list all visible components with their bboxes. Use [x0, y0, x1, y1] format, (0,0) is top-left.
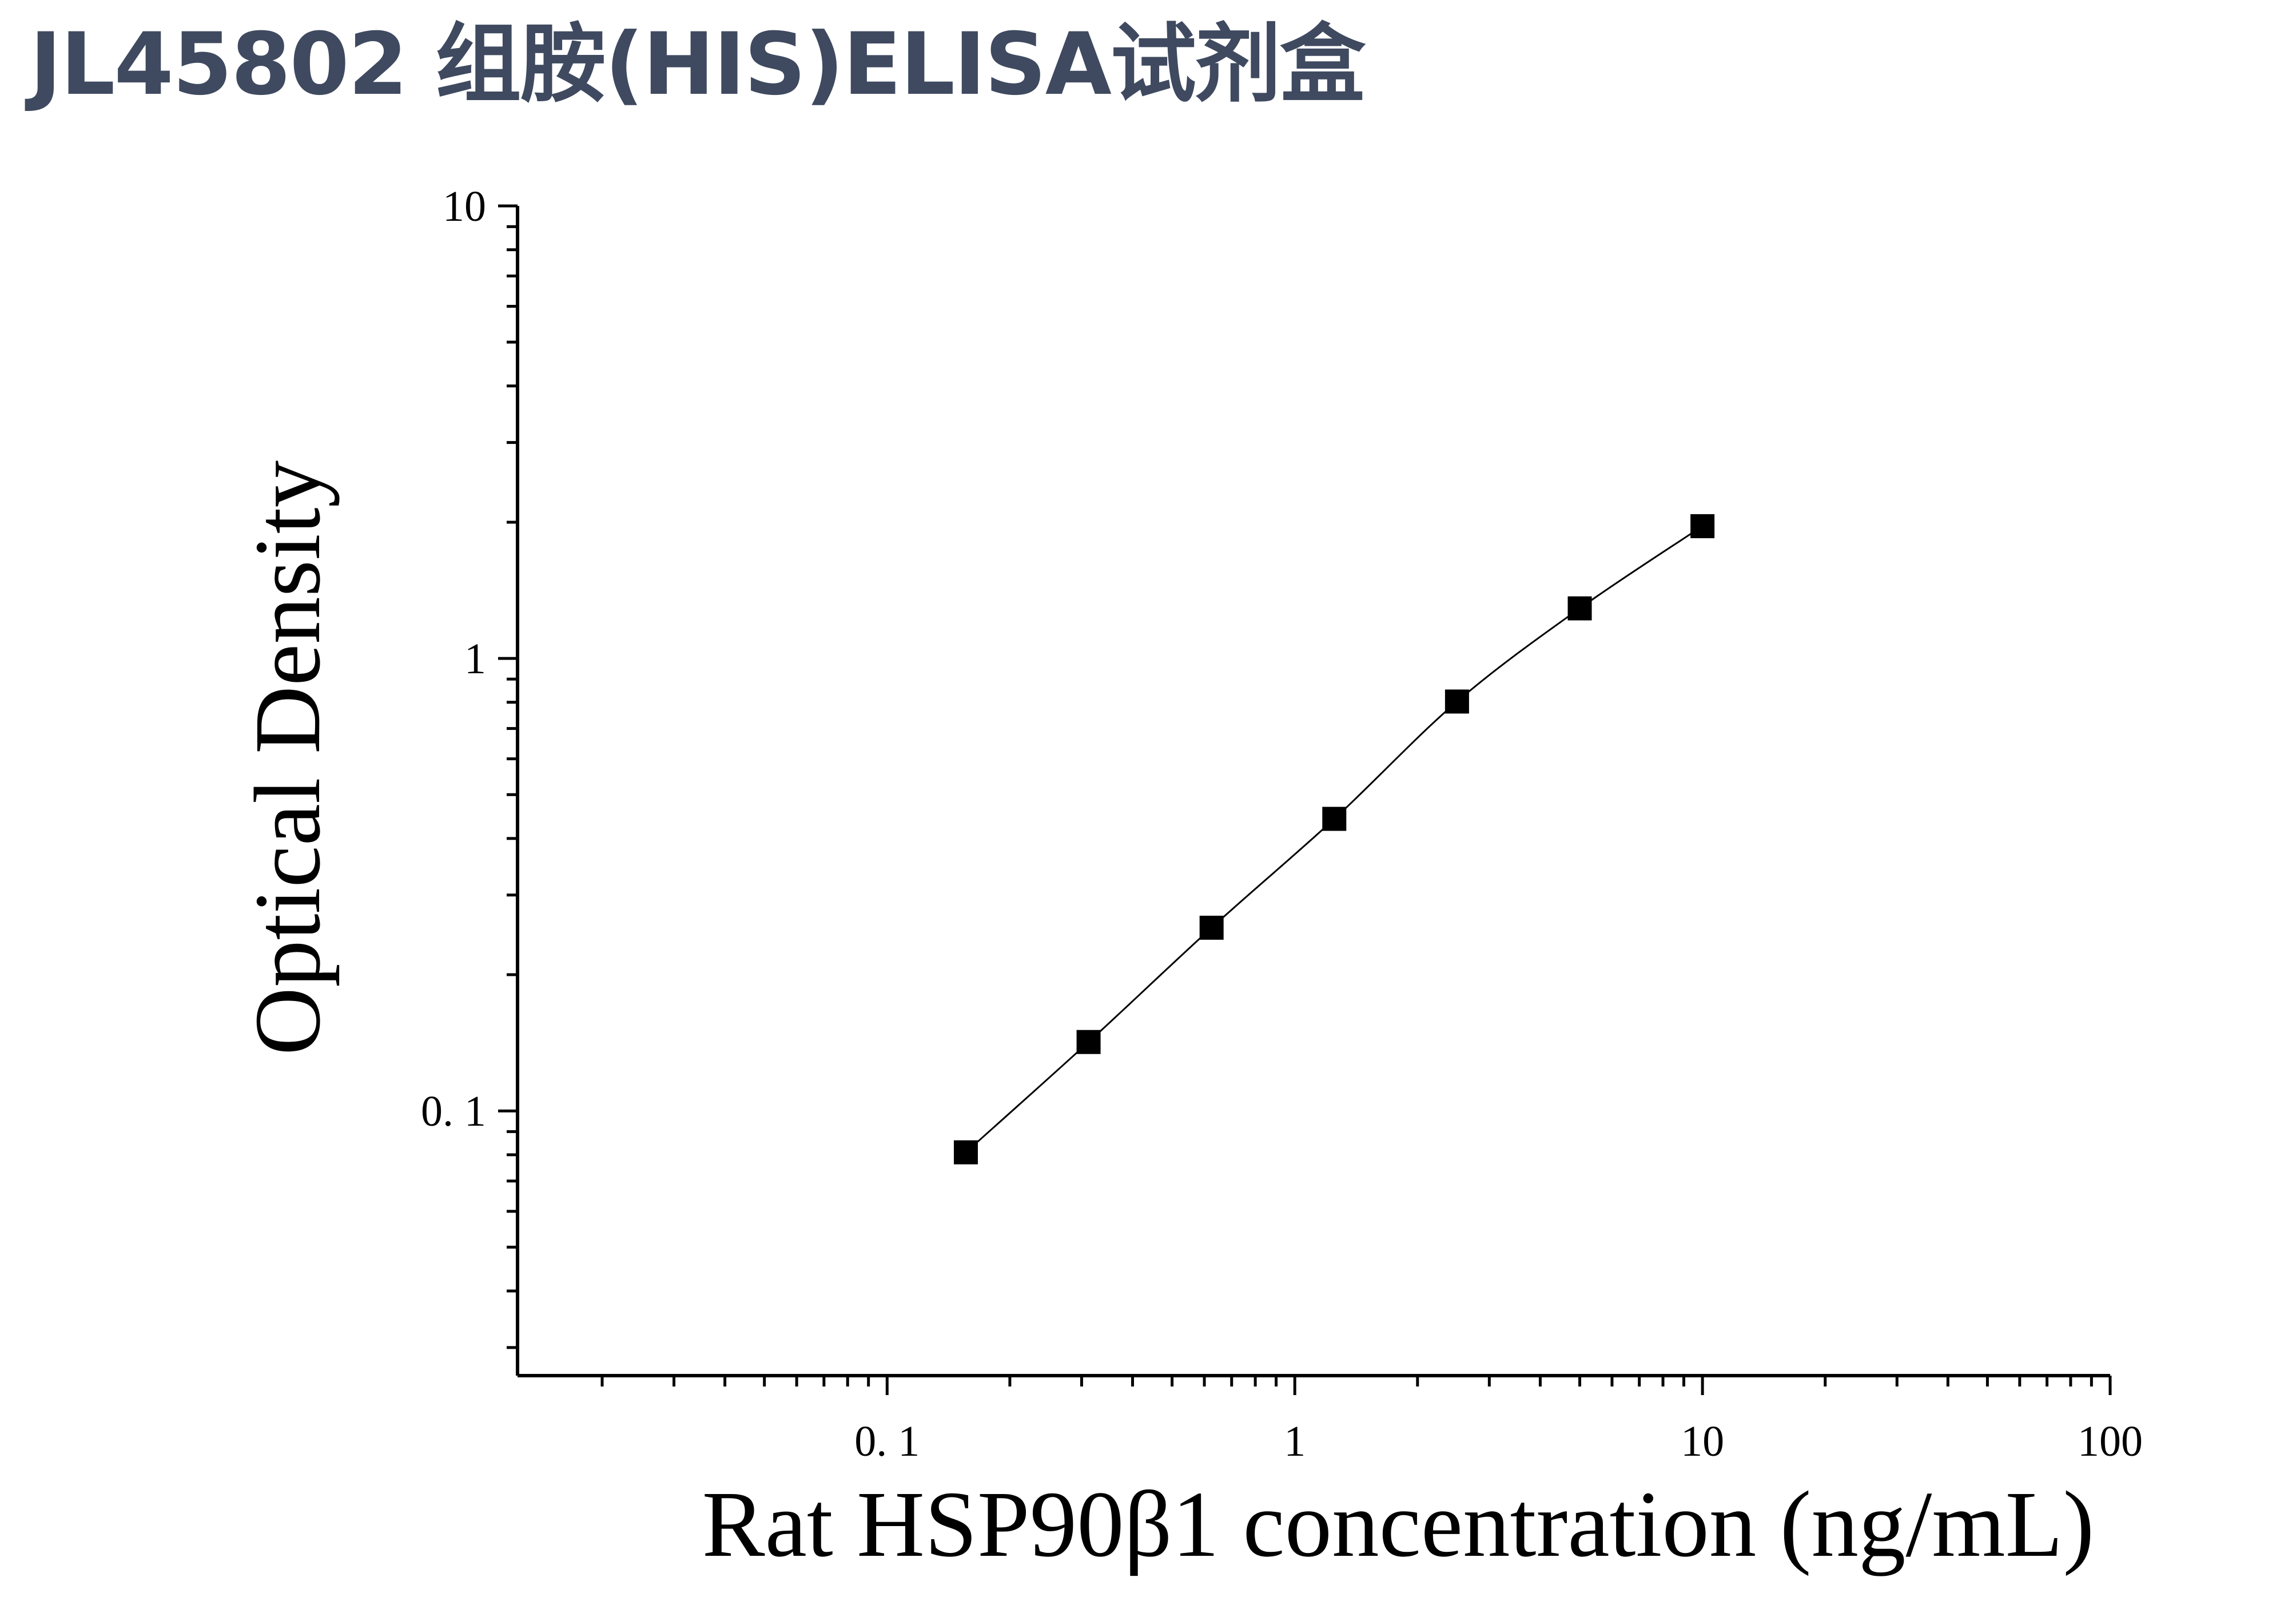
fit-curve	[965, 525, 1703, 1153]
x-tick-label: 1	[1284, 1417, 1306, 1465]
y-tick-label: 1	[464, 635, 486, 683]
y-tick-label: 10	[443, 182, 486, 231]
data-points	[953, 514, 1715, 1165]
y-axis-title: Optical Density	[235, 460, 340, 1055]
data-point	[1076, 1030, 1101, 1054]
y-tick-label: 0. 1	[421, 1087, 486, 1135]
tick-labels: 0. 1 1 10 100 0. 1 1 10	[421, 182, 2143, 1465]
x-tick-label: 10	[1681, 1417, 1724, 1465]
data-point	[1445, 689, 1469, 714]
axes	[498, 204, 2112, 1395]
data-point	[1690, 514, 1715, 538]
data-point	[1567, 596, 1592, 621]
x-tick-label: 100	[2078, 1417, 2143, 1465]
fit-curve-layer	[965, 525, 1703, 1153]
page-title: JL45802 组胺(HIS)ELISA试剂盒	[30, 15, 1366, 114]
x-axis-title: Rat HSP90β1 concentration (ng/mL)	[702, 1472, 2095, 1576]
data-point	[953, 1140, 978, 1165]
data-point	[1322, 807, 1347, 831]
x-tick-label: 0. 1	[854, 1417, 920, 1465]
data-point	[1199, 915, 1224, 940]
